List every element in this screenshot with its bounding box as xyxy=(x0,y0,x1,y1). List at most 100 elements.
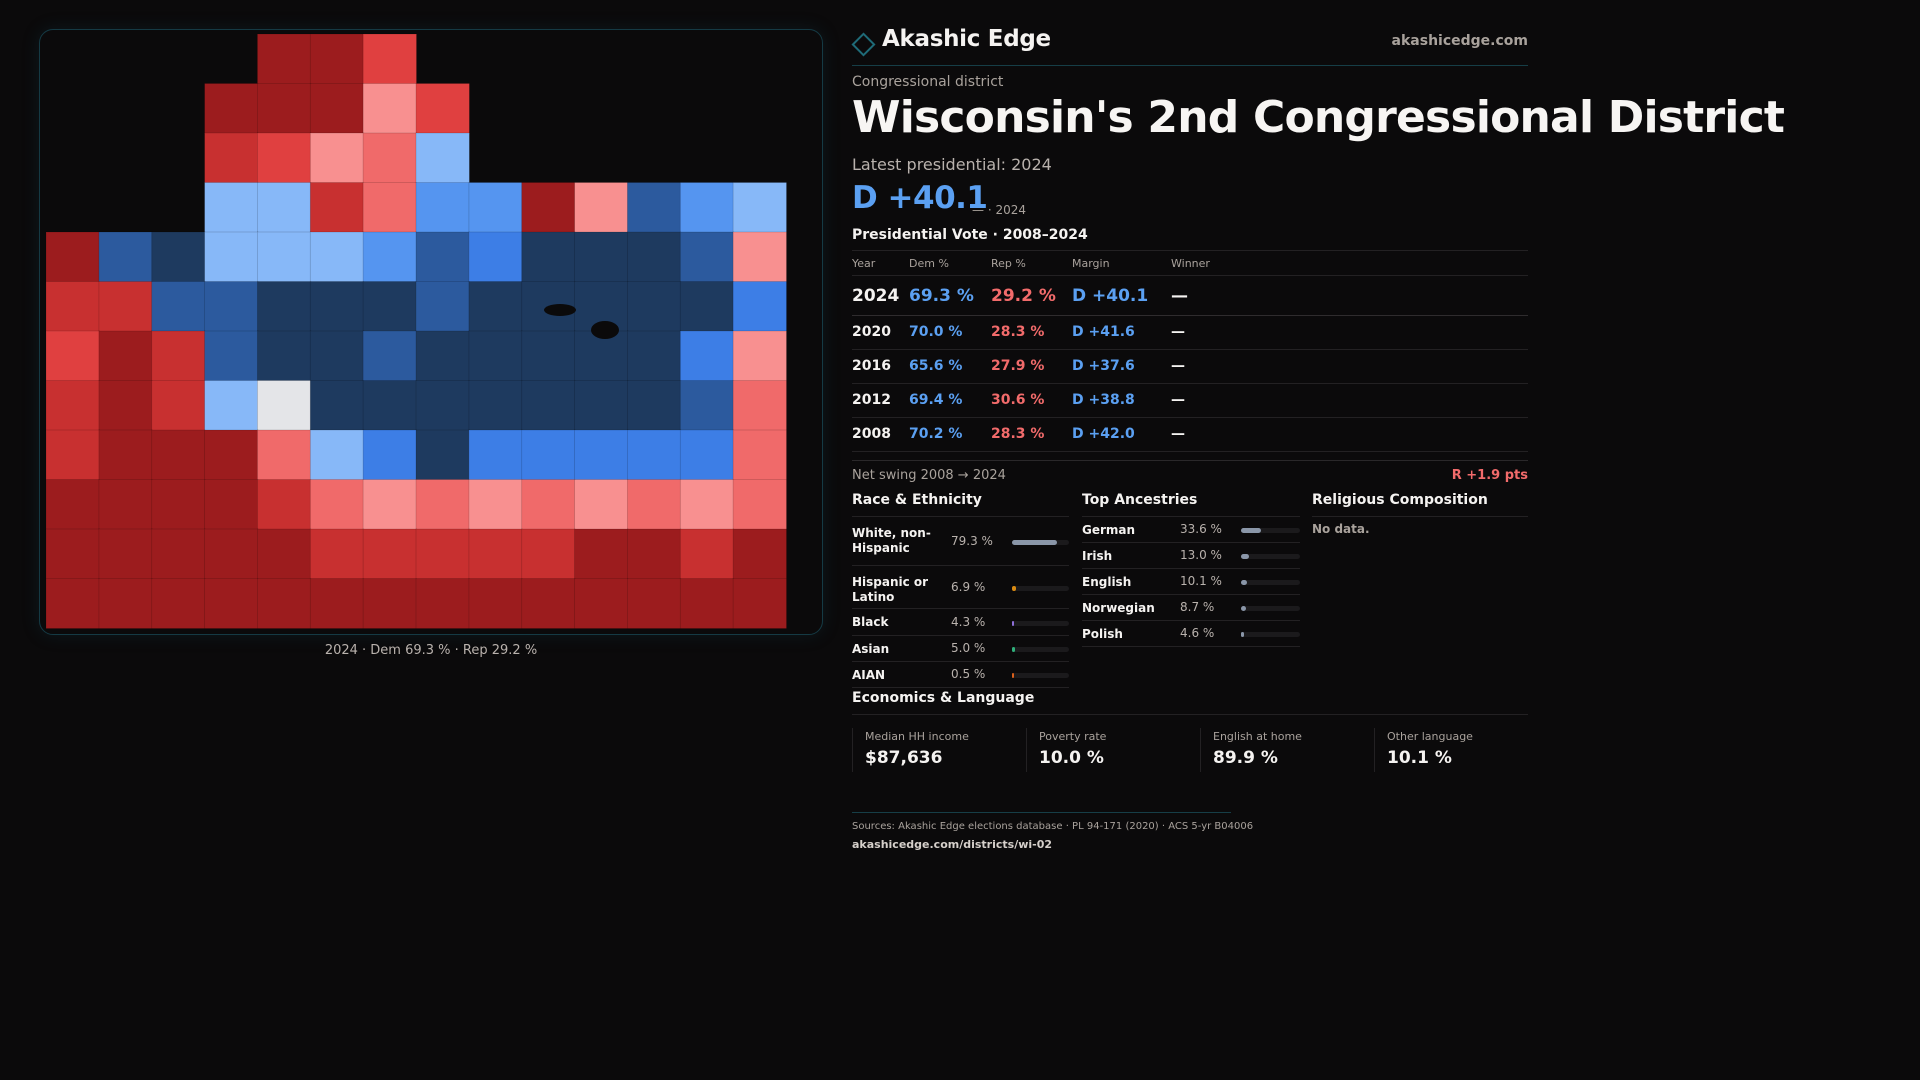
map-area[interactable] xyxy=(362,528,417,580)
map-area[interactable] xyxy=(98,380,153,431)
map-area[interactable] xyxy=(256,83,312,134)
map-area[interactable] xyxy=(415,429,470,481)
map-area[interactable] xyxy=(574,182,629,233)
map-area[interactable] xyxy=(732,479,787,530)
map-area[interactable] xyxy=(732,330,787,382)
map-area[interactable] xyxy=(521,231,576,283)
map-area[interactable] xyxy=(309,132,365,184)
map-area[interactable] xyxy=(309,479,365,530)
map-area[interactable] xyxy=(574,578,629,629)
map-area[interactable] xyxy=(415,330,470,382)
map-area[interactable] xyxy=(415,528,470,580)
map-area[interactable] xyxy=(362,281,417,332)
map-area[interactable] xyxy=(679,182,735,233)
map-area[interactable] xyxy=(98,330,153,382)
map-area[interactable] xyxy=(679,429,735,481)
map-area[interactable] xyxy=(256,231,312,283)
map-area[interactable] xyxy=(204,479,259,530)
map-area[interactable] xyxy=(627,330,682,382)
map-area[interactable] xyxy=(468,528,523,580)
map-area[interactable] xyxy=(574,429,629,481)
map-area[interactable] xyxy=(98,231,153,283)
map-area[interactable] xyxy=(98,429,153,481)
map-area[interactable] xyxy=(204,528,259,580)
map-area[interactable] xyxy=(679,380,735,431)
map-area[interactable] xyxy=(256,380,312,431)
map-area[interactable] xyxy=(309,281,365,332)
map-area[interactable] xyxy=(679,330,735,382)
map-area[interactable] xyxy=(521,528,576,580)
map-area[interactable] xyxy=(309,528,365,580)
map-area[interactable] xyxy=(574,231,629,283)
map-area[interactable] xyxy=(45,330,100,382)
map-area[interactable] xyxy=(415,83,470,134)
map-area[interactable] xyxy=(627,479,682,530)
map-area[interactable] xyxy=(362,132,417,184)
map-area[interactable] xyxy=(468,479,523,530)
map-area[interactable] xyxy=(521,380,576,431)
map-area[interactable] xyxy=(256,528,312,580)
map-area[interactable] xyxy=(679,528,735,580)
map-area[interactable] xyxy=(204,429,259,481)
map-area[interactable] xyxy=(732,281,787,332)
map-area[interactable] xyxy=(98,528,153,580)
map-area[interactable] xyxy=(204,578,259,629)
map-area[interactable] xyxy=(627,429,682,481)
map-area[interactable] xyxy=(627,231,682,283)
map-area[interactable] xyxy=(151,281,206,332)
map-area[interactable] xyxy=(309,33,365,85)
map-area[interactable] xyxy=(468,231,523,283)
map-area[interactable] xyxy=(574,479,629,530)
district-map[interactable] xyxy=(39,29,823,635)
map-area[interactable] xyxy=(574,380,629,431)
map-area[interactable] xyxy=(45,479,100,530)
map-area[interactable] xyxy=(309,380,365,431)
map-area[interactable] xyxy=(309,429,365,481)
map-area[interactable] xyxy=(256,479,312,530)
map-area[interactable] xyxy=(151,479,206,530)
map-area[interactable] xyxy=(256,429,312,481)
map-area[interactable] xyxy=(362,231,417,283)
map-area[interactable] xyxy=(362,182,417,233)
map-area[interactable] xyxy=(256,281,312,332)
map-area[interactable] xyxy=(362,479,417,530)
map-area[interactable] xyxy=(415,182,470,233)
map-area[interactable] xyxy=(98,281,153,332)
map-area[interactable] xyxy=(151,429,206,481)
map-area[interactable] xyxy=(574,528,629,580)
map-area[interactable] xyxy=(309,182,365,233)
map-area[interactable] xyxy=(679,281,735,332)
map-area[interactable] xyxy=(204,330,259,382)
map-area[interactable] xyxy=(256,182,312,233)
map-area[interactable] xyxy=(151,231,206,283)
map-area[interactable] xyxy=(415,281,470,332)
map-area[interactable] xyxy=(204,281,259,332)
map-area[interactable] xyxy=(256,578,312,629)
map-area[interactable] xyxy=(415,380,470,431)
map-area[interactable] xyxy=(415,231,470,283)
map-area[interactable] xyxy=(468,182,523,233)
map-area[interactable] xyxy=(362,380,417,431)
map-area[interactable] xyxy=(45,578,100,629)
map-area[interactable] xyxy=(151,380,206,431)
map-area[interactable] xyxy=(309,231,365,283)
map-area[interactable] xyxy=(45,281,100,332)
map-area[interactable] xyxy=(468,578,523,629)
map-area[interactable] xyxy=(362,83,417,134)
footer-url-link[interactable]: akashicedge.com/districts/wi-02 xyxy=(852,838,1053,851)
map-area[interactable] xyxy=(415,132,470,184)
map-area[interactable] xyxy=(415,479,470,530)
map-area[interactable] xyxy=(521,479,576,530)
map-area[interactable] xyxy=(45,231,100,283)
map-area[interactable] xyxy=(309,578,365,629)
choropleth-map[interactable] xyxy=(40,30,823,635)
map-area[interactable] xyxy=(204,231,259,283)
map-area[interactable] xyxy=(627,380,682,431)
map-area[interactable] xyxy=(732,429,787,481)
map-area[interactable] xyxy=(256,132,312,184)
map-area[interactable] xyxy=(98,578,153,629)
brand-url-link[interactable]: akashicedge.com xyxy=(1391,33,1528,49)
map-area[interactable] xyxy=(627,528,682,580)
map-area[interactable] xyxy=(204,380,259,431)
map-area[interactable] xyxy=(521,182,576,233)
